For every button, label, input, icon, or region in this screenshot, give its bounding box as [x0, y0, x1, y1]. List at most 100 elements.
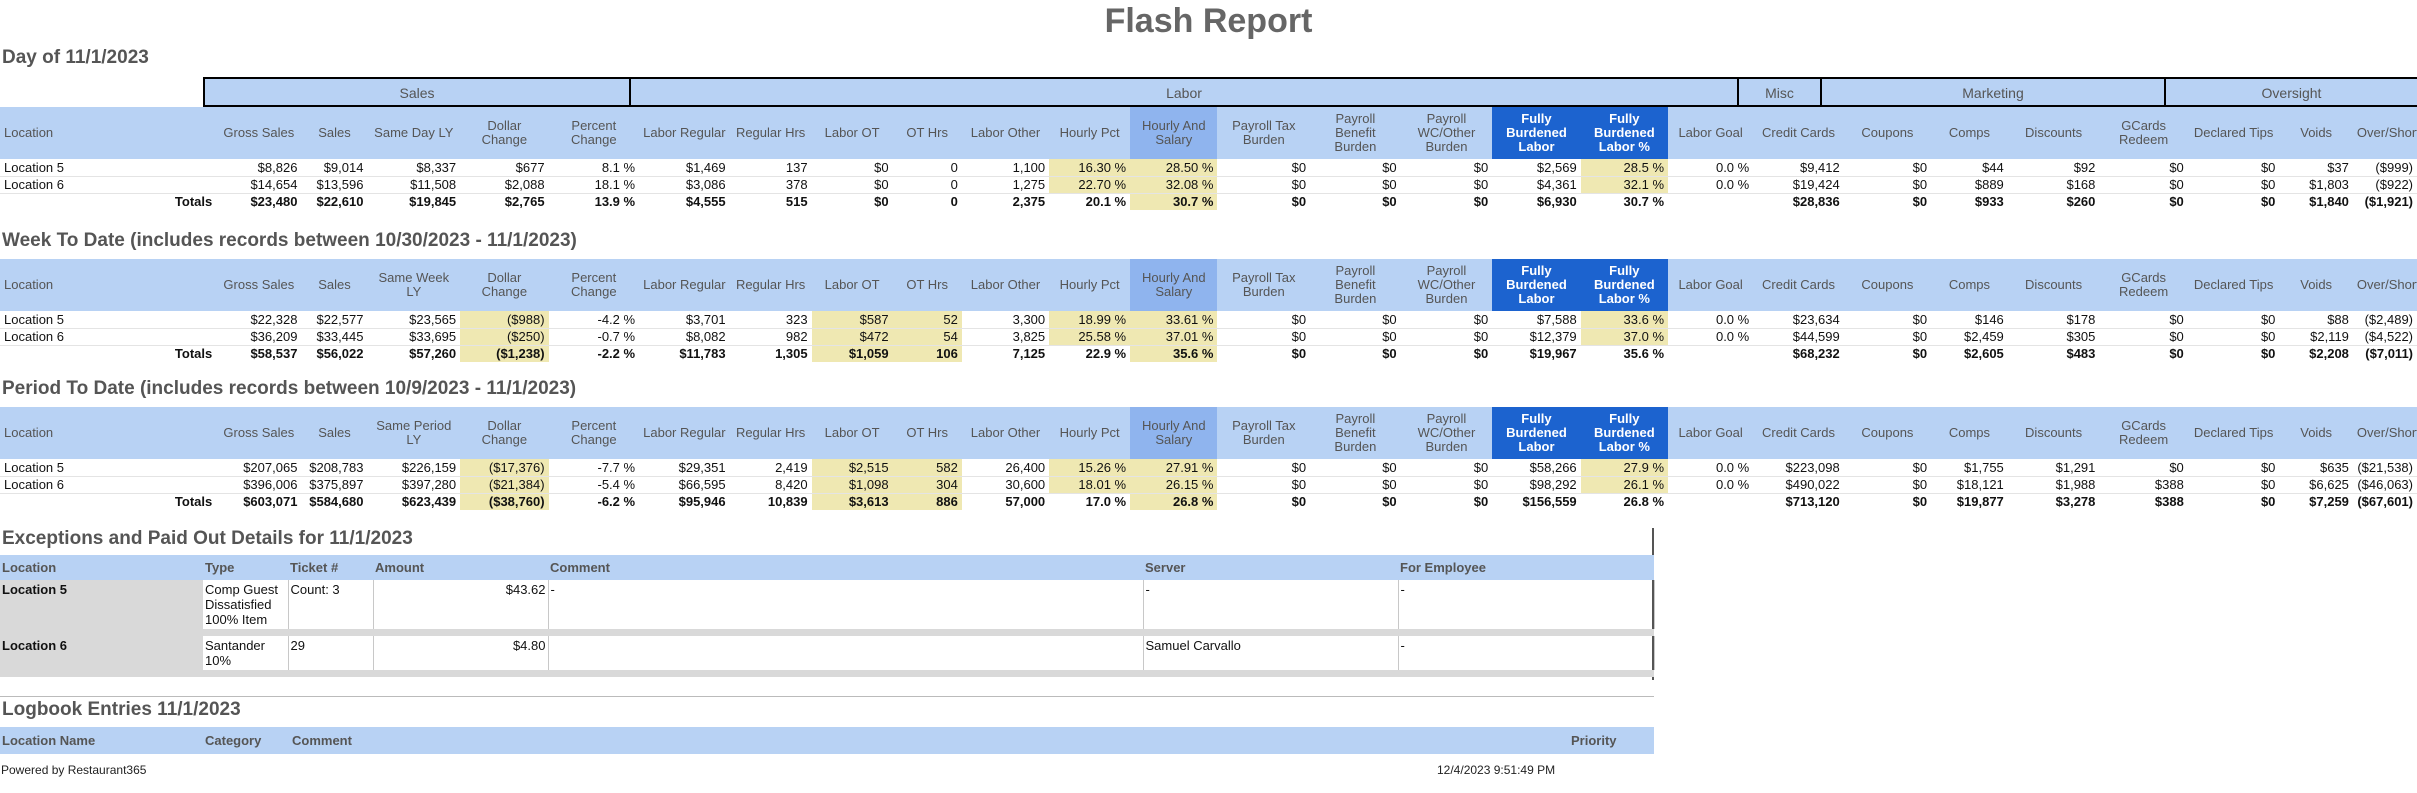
cell-payroll-wc: $0 — [1400, 159, 1493, 177]
column-header-payroll-benefit: Payroll Benefit Burden — [1310, 407, 1401, 459]
cell-payroll-wc: $0 — [1400, 311, 1493, 329]
total-labor-other: 2,375 — [1012, 194, 1046, 210]
cell-discounts: $305 — [2007, 328, 2100, 346]
total-last-year: $19,845 — [409, 194, 457, 210]
cell-labor-goal: 0.0 % — [1668, 459, 1754, 477]
total-gcards: $0 — [2169, 194, 2184, 210]
cell-hourly-salary: 37.01 % — [1130, 328, 1218, 346]
cell-last-year: $11,508 — [367, 176, 461, 194]
column-header-declared-tips: Declared Tips — [2187, 407, 2280, 459]
cell-sales: $33,445 — [301, 328, 368, 346]
exc-type: Santander 10% — [203, 636, 289, 670]
total-declared-tips: $0 — [2260, 346, 2276, 362]
total-sales: $584,680 — [309, 494, 364, 510]
cell-over-short: ($2,489) — [2352, 311, 2417, 329]
total-fbl: $6,930 — [1536, 194, 1577, 210]
cell-comps: $18,121 — [1931, 476, 2008, 494]
column-header-declared-tips: Declared Tips — [2187, 259, 2280, 311]
column-header-labor-goal: Labor Goal — [1668, 407, 1754, 459]
column-header-credit-cards: Credit Cards — [1753, 107, 1844, 159]
cell-labor-regular: $1,469 — [639, 159, 730, 177]
cell-last-year: $33,695 — [367, 328, 461, 346]
exc-location: Location 5 — [0, 580, 203, 629]
exceptions-row: Location 5 Comp Guest Dissatisfied 100% … — [0, 580, 1655, 629]
column-header-over-short: Over/Short — [2352, 259, 2417, 311]
cell-payroll-tax: $0 — [1217, 476, 1311, 494]
column-header-location: Location — [0, 259, 217, 311]
column-header-payroll-wc: Payroll WC/Other Burden — [1400, 259, 1493, 311]
column-header-gross-sales: Gross Sales — [216, 407, 302, 459]
cell-hourly-pct: 18.01 % — [1049, 476, 1131, 494]
column-header-discounts: Discounts — [2007, 107, 2100, 159]
total-payroll-tax: $0 — [1291, 494, 1307, 510]
cell-hourly-pct: 25.58 % — [1049, 328, 1131, 346]
total-credit-cards: $68,232 — [1792, 346, 1840, 362]
cell-labor-regular: $8,082 — [639, 328, 730, 346]
cell-payroll-tax: $0 — [1217, 176, 1311, 194]
total-ot-hrs: 106 — [892, 345, 962, 362]
column-header-last-year: Same Period LY — [367, 407, 461, 459]
total-over-short: ($67,601) — [2357, 494, 2413, 510]
cell-coupons: $0 — [1843, 176, 1932, 194]
cell-regular-hrs: 323 — [729, 311, 812, 329]
log-header-category: Category — [205, 733, 262, 748]
row-location: Location 6 — [0, 176, 217, 194]
cell-voids: $1,803 — [2279, 176, 2353, 194]
exceptions-separator — [0, 629, 1654, 636]
cell-fblp: 33.6 % — [1580, 311, 1669, 329]
column-header-dollar-change: Dollar Change — [460, 259, 549, 311]
column-header-payroll-tax: Payroll Tax Burden — [1217, 107, 1311, 159]
column-header-regular-hrs: Regular Hrs — [729, 259, 812, 311]
cell-declared-tips: $0 — [2187, 311, 2280, 329]
cell-comps: $1,755 — [1931, 459, 2008, 477]
total-dollar-change: ($1,238) — [460, 345, 549, 362]
column-header-labor-ot: Labor OT — [811, 259, 893, 311]
cell-credit-cards: $19,424 — [1753, 176, 1844, 194]
totals-row: Totals $58,537 $56,022 $57,260 ($1,238) -2.2 … — [0, 345, 2417, 362]
cell-payroll-wc: $0 — [1400, 459, 1493, 477]
column-header-location: Location — [0, 407, 217, 459]
group-misc: Misc — [1739, 77, 1822, 107]
header-row: Location Gross Sales Sales Same Day LY Dolla… — [0, 107, 2417, 159]
total-labor-ot: $3,613 — [811, 493, 893, 510]
column-header-hourly-salary: Hourly And Salary — [1130, 107, 1218, 159]
column-header-labor-other: Labor Other — [961, 407, 1050, 459]
column-header-labor-goal: Labor Goal — [1668, 107, 1754, 159]
cell-comps: $889 — [1931, 176, 2008, 194]
cell-hourly-pct: 16.30 % — [1049, 159, 1131, 177]
total-labor-regular: $4,555 — [685, 194, 726, 210]
cell-payroll-wc: $0 — [1400, 328, 1493, 346]
total-coupons: $0 — [1912, 494, 1928, 510]
column-header-ot-hrs: OT Hrs — [892, 107, 962, 159]
cell-over-short: ($4,522) — [2352, 328, 2417, 346]
period-section-title: Period To Date (includes records between… — [2, 378, 577, 399]
cell-ot-hrs: 0 — [892, 159, 962, 177]
cell-fblp: 28.5 % — [1580, 159, 1669, 177]
cell-labor-goal: 0.0 % — [1668, 159, 1754, 177]
cell-payroll-benefit: $0 — [1310, 459, 1401, 477]
cell-regular-hrs: 378 — [729, 176, 812, 194]
cell-fblp: 32.1 % — [1580, 176, 1669, 194]
column-header-comps: Comps — [1931, 407, 2008, 459]
column-header-labor-ot: Labor OT — [811, 407, 893, 459]
column-header-payroll-wc: Payroll WC/Other Burden — [1400, 407, 1493, 459]
total-comps: $19,877 — [1956, 494, 2004, 510]
column-header-labor-other: Labor Other — [961, 259, 1050, 311]
cell-hourly-salary: 33.61 % — [1130, 311, 1218, 329]
cell-last-year: $8,337 — [367, 159, 461, 177]
cell-percent-change: -5.4 % — [548, 476, 640, 494]
column-header-voids: Voids — [2279, 107, 2353, 159]
column-header-labor-goal: Labor Goal — [1668, 259, 1754, 311]
total-fblp: 26.8 % — [1623, 494, 1665, 510]
column-header-discounts: Discounts — [2007, 259, 2100, 311]
log-header-comment: Comment — [292, 733, 352, 748]
total-labor-other: 57,000 — [1005, 494, 1046, 510]
cell-gcards: $0 — [2099, 328, 2188, 346]
exceptions-separator — [0, 670, 1654, 677]
column-header-coupons: Coupons — [1843, 407, 1932, 459]
column-header-dollar-change: Dollar Change — [460, 407, 549, 459]
cell-over-short: ($922) — [2352, 176, 2417, 194]
column-header-credit-cards: Credit Cards — [1753, 259, 1844, 311]
cell-payroll-wc: $0 — [1400, 176, 1493, 194]
total-over-short: ($7,011) — [2365, 346, 2413, 362]
